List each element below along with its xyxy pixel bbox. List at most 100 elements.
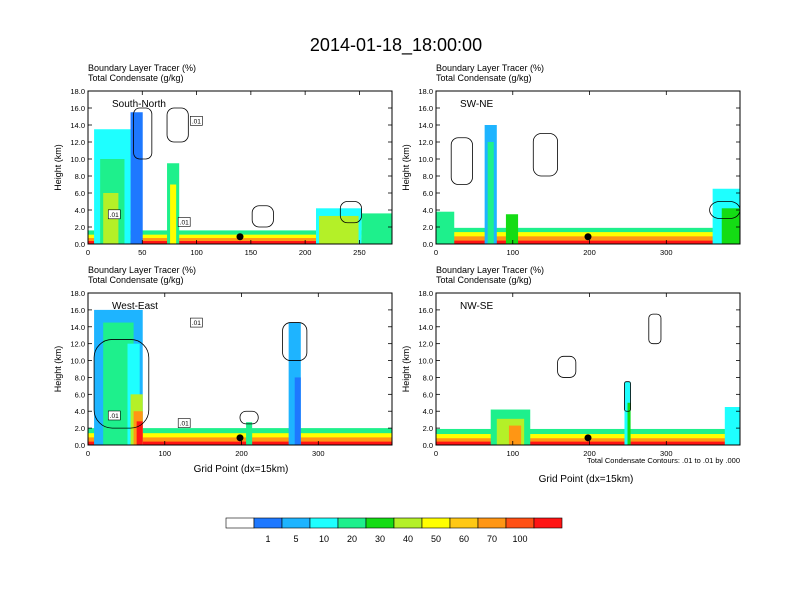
y-tick-label: 8.0 <box>423 373 433 382</box>
y-tick-label: 18.0 <box>70 87 85 96</box>
x-tick-label: 0 <box>434 248 438 257</box>
y-tick-label: 0.0 <box>423 240 433 249</box>
y-tick-label: 2.0 <box>75 424 85 433</box>
tracer-cell <box>136 421 143 445</box>
panel-title-line1: Boundary Layer Tracer (%) <box>436 63 544 73</box>
y-axis-label: Height (km) <box>53 346 63 393</box>
y-tick-label: 10.0 <box>418 357 433 366</box>
y-tick-label: 0.0 <box>75 240 85 249</box>
colorbar-label: 100 <box>512 534 527 544</box>
y-tick-label: 4.0 <box>75 407 85 416</box>
contour-note: Total Condensate Contours: .01 to .01 by… <box>587 456 740 465</box>
location-marker <box>584 434 592 442</box>
y-tick-label: 0.0 <box>75 441 85 450</box>
y-tick-label: 6.0 <box>423 390 433 399</box>
colorbar-label: 50 <box>431 534 441 544</box>
x-axis-label-right: Grid Point (dx=15km) <box>539 474 634 485</box>
y-tick-label: 10.0 <box>70 357 85 366</box>
colorbar-swatch <box>477 517 507 529</box>
contour-label: .01 <box>192 320 201 327</box>
location-marker <box>584 233 592 241</box>
x-tick-label: 200 <box>583 449 596 458</box>
condensate-contour <box>648 313 662 345</box>
y-tick-label: 6.0 <box>423 189 433 198</box>
panels: Boundary Layer Tracer (%)Total Condensat… <box>53 63 741 458</box>
contour-label: .01 <box>192 118 201 125</box>
colorbar-label: 40 <box>403 534 413 544</box>
panel-title-line2: Total Condensate (g/kg) <box>88 275 184 285</box>
colorbar-label: 20 <box>347 534 357 544</box>
contour-label-box <box>107 410 121 421</box>
contour-label: .01 <box>110 212 119 219</box>
tracer-cell <box>627 402 631 445</box>
panel-3: Boundary Layer Tracer (%)Total Condensat… <box>53 265 393 458</box>
panel-title-line1: Boundary Layer Tracer (%) <box>88 63 196 73</box>
condensate-contour <box>624 381 631 412</box>
tracer-field <box>436 313 740 445</box>
tracer-cell <box>88 241 392 244</box>
condensate-contour <box>166 107 189 143</box>
tracer-cell <box>721 208 740 244</box>
y-tick-label: 4.0 <box>75 206 85 215</box>
colorbar-label: 1 <box>265 534 270 544</box>
figure-title: 2014-01-18_18:00:00 <box>310 35 482 56</box>
y-tick-label: 16.0 <box>70 306 85 315</box>
panel-2: Boundary Layer Tracer (%)Total Condensat… <box>401 63 741 257</box>
x-tick-label: 200 <box>299 248 312 257</box>
colorbar-label: 70 <box>487 534 497 544</box>
condensate-contour <box>557 355 577 378</box>
y-tick-label: 18.0 <box>418 87 433 96</box>
panel-label: West-East <box>112 301 158 312</box>
plot-frame <box>435 292 741 446</box>
tracer-cell <box>508 425 522 445</box>
y-tick-label: 14.0 <box>418 121 433 130</box>
contour-label-box <box>177 418 191 428</box>
colorbar-swatch <box>421 517 451 529</box>
x-tick-label: 300 <box>312 449 325 458</box>
condensate-contour <box>251 205 274 228</box>
y-tick-label: 4.0 <box>423 206 433 215</box>
panel-title-line2: Total Condensate (g/kg) <box>88 73 184 83</box>
y-tick-label: 10.0 <box>418 155 433 164</box>
y-tick-label: 16.0 <box>70 104 85 113</box>
condensate-contour <box>532 133 559 177</box>
colorbar-swatch <box>281 517 311 529</box>
tracer-cell <box>246 422 253 445</box>
y-tick-label: 14.0 <box>70 121 85 130</box>
y-tick-label: 8.0 <box>75 373 85 382</box>
contour-label: .01 <box>180 421 189 428</box>
y-tick-label: 8.0 <box>75 172 85 181</box>
tracer-cell <box>724 407 740 445</box>
colorbar-swatch <box>393 517 423 529</box>
tracer-cell <box>170 184 177 244</box>
colorbar: 1 5 10 20 30 40 50 60 70 100 <box>225 517 563 544</box>
tracer-cell <box>487 142 494 244</box>
x-tick-label: 100 <box>159 449 172 458</box>
x-tick-label: 0 <box>86 449 90 458</box>
x-tick-label: 200 <box>583 248 596 257</box>
panel-label: SW-NE <box>460 99 493 110</box>
panel-label: NW-SE <box>460 301 493 312</box>
tracer-cell <box>436 441 740 445</box>
contour-label: .01 <box>180 219 189 226</box>
y-tick-label: 0.0 <box>423 441 433 450</box>
colorbar-label: 5 <box>293 534 298 544</box>
x-tick-label: 50 <box>138 248 146 257</box>
contour-label-box <box>107 209 121 220</box>
panel-title-line2: Total Condensate (g/kg) <box>436 73 532 83</box>
colorbar-swatch <box>253 517 283 529</box>
y-axis-label: Height (km) <box>401 346 411 393</box>
x-tick-label: 0 <box>434 449 438 458</box>
y-tick-label: 12.0 <box>418 138 433 147</box>
y-axis-label: Height (km) <box>401 144 411 191</box>
y-tick-label: 2.0 <box>423 223 433 232</box>
y-tick-label: 10.0 <box>70 155 85 164</box>
tracer-field <box>88 309 392 445</box>
tracer-cell <box>294 377 301 445</box>
y-axis-label: Height (km) <box>53 144 63 191</box>
tracer-field <box>88 107 392 244</box>
colorbar-swatch <box>225 517 255 529</box>
contour-label-box <box>190 317 203 328</box>
panel-1: Boundary Layer Tracer (%)Total Condensat… <box>53 63 393 257</box>
